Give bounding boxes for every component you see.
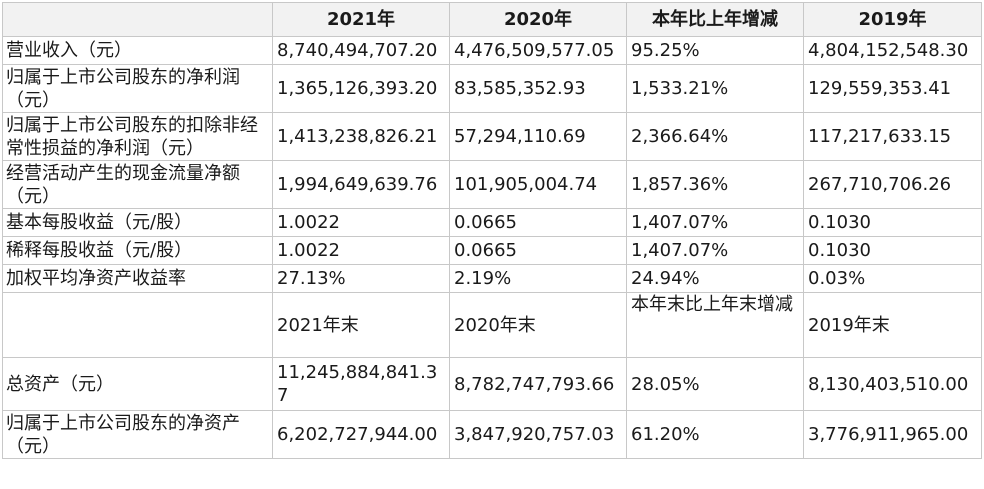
table-row: 总资产（元） 11,245,884,841.37 8,782,747,793.6… [2, 357, 982, 411]
financial-summary-table: 2021年 2020年 本年比上年增减 2019年 营业收入（元） 8,740,… [2, 2, 982, 459]
table-row: 稀释每股收益（元/股） 1.0022 0.0665 1,407.07% 0.10… [2, 236, 982, 265]
row-label: 稀释每股收益（元/股） [2, 236, 273, 265]
header-cell-change: 本年比上年增减 [626, 2, 804, 37]
table-cell: 3,847,920,757.03 [449, 410, 627, 459]
table-row: 归属于上市公司股东的净资产（元） 6,202,727,944.00 3,847,… [2, 410, 982, 459]
table-cell: 267,710,706.26 [803, 160, 982, 209]
table-cell: 1,857.36% [626, 160, 804, 209]
subheader-cell: 2021年末 [272, 292, 450, 358]
table-cell: 4,476,509,577.05 [449, 36, 627, 65]
row-label: 加权平均净资产收益率 [2, 264, 273, 293]
row-label: 归属于上市公司股东的净资产（元） [2, 410, 273, 459]
header-cell-label [2, 2, 273, 37]
table-row: 营业收入（元） 8,740,494,707.20 4,476,509,577.0… [2, 36, 982, 65]
row-label: 营业收入（元） [2, 36, 273, 65]
header-cell-2021: 2021年 [272, 2, 450, 37]
table-cell: 28.05% [626, 357, 804, 411]
subheader-cell: 2020年末 [449, 292, 627, 358]
table-cell: 8,782,747,793.66 [449, 357, 627, 411]
table-cell: 1,994,649,639.76 [272, 160, 450, 209]
table-cell: 1,413,238,826.21 [272, 112, 450, 161]
table-cell: 0.1030 [803, 236, 982, 265]
table-cell: 3,776,911,965.00 [803, 410, 982, 459]
table-cell: 0.0665 [449, 208, 627, 237]
table-cell: 0.03% [803, 264, 982, 293]
table-cell: 61.20% [626, 410, 804, 459]
table-row: 加权平均净资产收益率 27.13% 2.19% 24.94% 0.03% [2, 264, 982, 293]
table-cell: 27.13% [272, 264, 450, 293]
table-row: 经营活动产生的现金流量净额（元） 1,994,649,639.76 101,90… [2, 160, 982, 209]
table-cell: 117,217,633.15 [803, 112, 982, 161]
subheader-cell: 本年末比上年末增减 [626, 292, 804, 358]
table-cell: 11,245,884,841.37 [272, 357, 450, 411]
table-cell: 24.94% [626, 264, 804, 293]
table-row: 归属于上市公司股东的扣除非经 常性损益的净利润（元） 1,413,238,826… [2, 112, 982, 161]
table-cell: 1,407.07% [626, 236, 804, 265]
header-cell-2019: 2019年 [803, 2, 982, 37]
table-cell: 57,294,110.69 [449, 112, 627, 161]
table-cell: 95.25% [626, 36, 804, 65]
row-label: 经营活动产生的现金流量净额（元） [2, 160, 273, 209]
header-cell-2020: 2020年 [449, 2, 627, 37]
row-label: 归属于上市公司股东的扣除非经 常性损益的净利润（元） [2, 112, 273, 161]
table-cell: 0.1030 [803, 208, 982, 237]
table-cell: 83,585,352.93 [449, 64, 627, 113]
table-cell: 1.0022 [272, 208, 450, 237]
row-label: 基本每股收益（元/股） [2, 208, 273, 237]
table-cell: 6,202,727,944.00 [272, 410, 450, 459]
table-row: 基本每股收益（元/股） 1.0022 0.0665 1,407.07% 0.10… [2, 208, 982, 237]
row-label [2, 292, 273, 358]
table-cell: 8,130,403,510.00 [803, 357, 982, 411]
table-cell: 4,804,152,548.30 [803, 36, 982, 65]
table-cell: 101,905,004.74 [449, 160, 627, 209]
table-cell: 129,559,353.41 [803, 64, 982, 113]
table-cell: 1,407.07% [626, 208, 804, 237]
table-cell: 2,366.64% [626, 112, 804, 161]
subheader-row: 2021年末 2020年末 本年末比上年末增减 2019年末 [2, 292, 982, 358]
row-label: 总资产（元） [2, 357, 273, 411]
subheader-cell: 2019年末 [803, 292, 982, 358]
table-cell: 0.0665 [449, 236, 627, 265]
table-row: 归属于上市公司股东的净利润（元） 1,365,126,393.20 83,585… [2, 64, 982, 113]
table-cell: 1,365,126,393.20 [272, 64, 450, 113]
table-cell: 1.0022 [272, 236, 450, 265]
table-cell: 2.19% [449, 264, 627, 293]
table-cell: 1,533.21% [626, 64, 804, 113]
row-label: 归属于上市公司股东的净利润（元） [2, 64, 273, 113]
header-row: 2021年 2020年 本年比上年增减 2019年 [2, 2, 982, 37]
table-cell: 8,740,494,707.20 [272, 36, 450, 65]
